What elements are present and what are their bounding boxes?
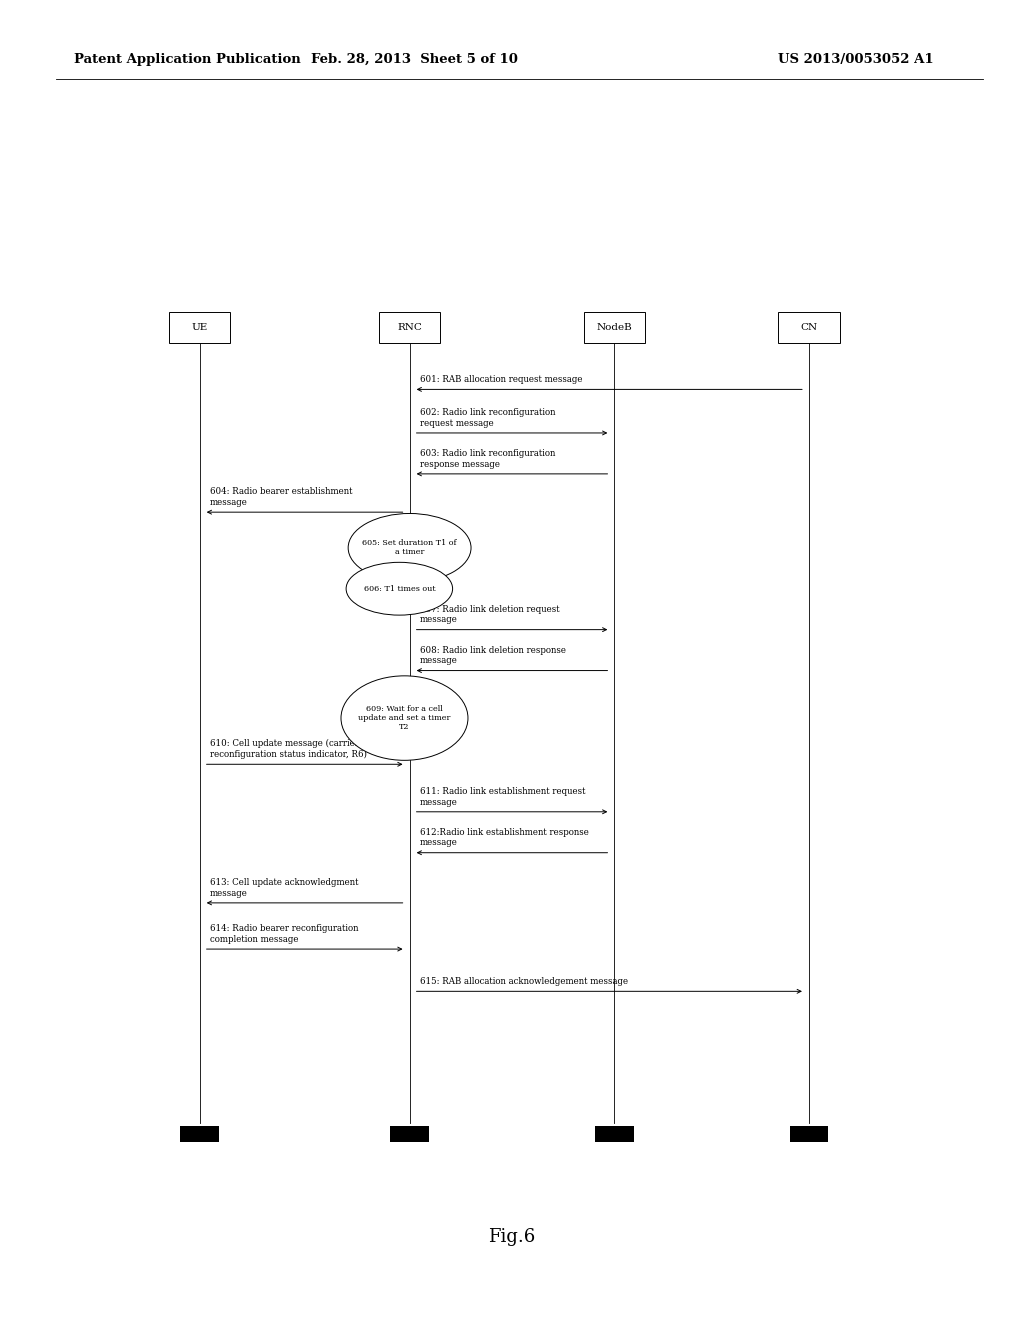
Text: 610: Cell update message (carries the
reconfiguration status indicator, R6): 610: Cell update message (carries the re… [210,739,376,759]
Text: UE: UE [191,323,208,331]
Text: 611: Radio link establishment request
message: 611: Radio link establishment request me… [420,787,586,807]
FancyBboxPatch shape [778,312,840,343]
Text: 601: RAB allocation request message: 601: RAB allocation request message [420,375,583,384]
Ellipse shape [348,513,471,582]
Text: Feb. 28, 2013  Sheet 5 of 10: Feb. 28, 2013 Sheet 5 of 10 [311,53,518,66]
Text: 605: Set duration T1 of
a timer: 605: Set duration T1 of a timer [362,539,457,557]
FancyBboxPatch shape [595,1126,634,1142]
FancyBboxPatch shape [584,312,645,343]
Text: US 2013/0053052 A1: US 2013/0053052 A1 [778,53,934,66]
Text: 612:Radio link establishment response
message: 612:Radio link establishment response me… [420,828,589,847]
Text: 609: Wait for a cell
update and set a timer
T2: 609: Wait for a cell update and set a ti… [358,705,451,731]
FancyBboxPatch shape [790,1126,828,1142]
FancyBboxPatch shape [180,1126,219,1142]
Text: 613: Cell update acknowledgment
message: 613: Cell update acknowledgment message [210,878,358,898]
FancyBboxPatch shape [379,312,440,343]
FancyBboxPatch shape [169,312,230,343]
Text: 604: Radio bearer establishment
message: 604: Radio bearer establishment message [210,487,352,507]
Text: 602: Radio link reconfiguration
request message: 602: Radio link reconfiguration request … [420,408,555,428]
Text: 607: Radio link deletion request
message: 607: Radio link deletion request message [420,605,559,624]
Text: Patent Application Publication: Patent Application Publication [74,53,300,66]
Text: 614: Radio bearer reconfiguration
completion message: 614: Radio bearer reconfiguration comple… [210,924,358,944]
Text: 608: Radio link deletion response
message: 608: Radio link deletion response messag… [420,645,566,665]
Ellipse shape [341,676,468,760]
FancyBboxPatch shape [390,1126,429,1142]
Text: Fig.6: Fig.6 [488,1228,536,1246]
Text: NodeB: NodeB [597,323,632,331]
Text: CN: CN [801,323,817,331]
Text: 603: Radio link reconfiguration
response message: 603: Radio link reconfiguration response… [420,449,555,469]
Text: 615: RAB allocation acknowledgement message: 615: RAB allocation acknowledgement mess… [420,977,628,986]
Text: RNC: RNC [397,323,422,331]
Text: 606: T1 times out: 606: T1 times out [364,585,435,593]
Ellipse shape [346,562,453,615]
